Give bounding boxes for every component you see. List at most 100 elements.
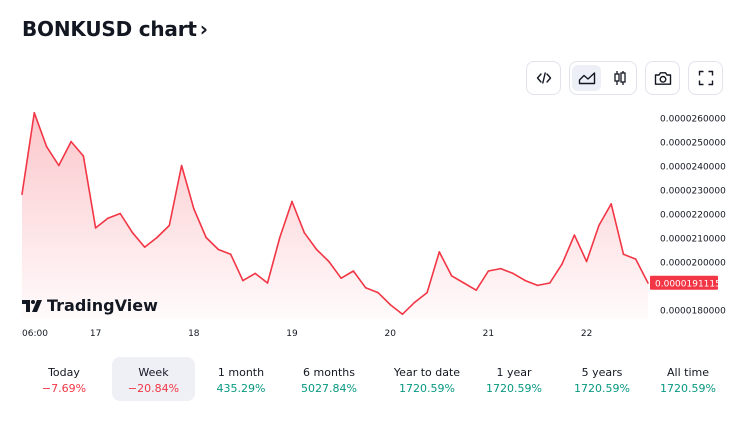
period-1-month[interactable]: 1 month 435.29% xyxy=(203,357,279,401)
candlestick-chart-icon xyxy=(613,71,626,85)
price-point xyxy=(475,289,478,291)
period-change: −20.84% xyxy=(127,382,180,395)
price-point xyxy=(33,112,36,114)
x-axis-tick-label: 21 xyxy=(483,329,494,339)
period-week[interactable]: Week −20.84% xyxy=(112,357,195,401)
camera-icon xyxy=(654,71,671,85)
period-label: Today xyxy=(48,366,80,379)
y-axis-tick-label: 0.0000200000 xyxy=(660,259,726,269)
page-title-text: BONKUSD chart xyxy=(22,17,197,41)
price-point xyxy=(561,263,563,265)
period-change: −7.69% xyxy=(41,382,87,395)
price-point xyxy=(107,217,109,220)
price-point xyxy=(610,203,612,205)
y-axis-tick-label: 0.0000240000 xyxy=(660,163,726,173)
price-point xyxy=(340,277,342,279)
snapshot-button[interactable] xyxy=(648,65,677,91)
price-point xyxy=(229,253,232,256)
price-point xyxy=(266,282,269,284)
last-price-label: 0.0000191115 xyxy=(655,279,721,289)
price-point xyxy=(414,301,416,303)
period-label: All time xyxy=(667,366,709,379)
period-selector: Today −7.69% Week −20.84% 1 month 435.29… xyxy=(22,357,728,401)
period-change: 5027.84% xyxy=(301,382,357,395)
period-5-years[interactable]: 5 years 1720.59% xyxy=(562,357,642,401)
price-point xyxy=(573,234,576,236)
embed-code-button[interactable] xyxy=(529,65,558,91)
price-point xyxy=(401,313,404,315)
price-point xyxy=(217,248,220,251)
price-point xyxy=(58,164,60,167)
price-point xyxy=(70,140,72,143)
price-point xyxy=(193,207,195,210)
period-change: 1720.59% xyxy=(486,382,542,395)
y-axis-tick-label: 0.0000210000 xyxy=(660,235,726,245)
period-label: Week xyxy=(138,366,169,379)
y-axis-tick-label: 0.0000260000 xyxy=(660,115,726,125)
period-6-months[interactable]: 6 months 5027.84% xyxy=(289,357,369,401)
y-axis-tick-label: 0.0000230000 xyxy=(660,187,726,197)
tradingview-logo[interactable]: TradingView xyxy=(22,296,158,315)
price-point xyxy=(205,236,207,239)
fullscreen-icon xyxy=(698,70,713,86)
snapshot-group xyxy=(645,61,680,95)
price-area-fill xyxy=(22,112,648,319)
period-all-time[interactable]: All time 1720.59% xyxy=(648,357,728,401)
period-label: 6 months xyxy=(303,366,355,379)
period-label: 1 year xyxy=(496,366,532,379)
period-1-year[interactable]: 1 year 1720.59% xyxy=(474,357,554,401)
candlestick-chart-button[interactable] xyxy=(605,65,634,91)
price-point xyxy=(303,231,306,234)
price-point xyxy=(450,275,453,277)
area-chart-button[interactable] xyxy=(572,65,601,91)
price-point xyxy=(131,231,134,234)
price-point xyxy=(536,284,539,287)
price-point xyxy=(549,282,551,284)
x-axis-tick-label: 18 xyxy=(188,329,200,339)
price-point xyxy=(119,212,121,215)
price-point xyxy=(598,224,600,227)
x-axis-tick-label: 20 xyxy=(384,329,396,339)
price-point xyxy=(622,253,625,256)
y-axis-tick-label: 0.0000180000 xyxy=(660,306,726,316)
period-year-to-date[interactable]: Year to date 1720.59% xyxy=(377,357,477,401)
price-point xyxy=(82,155,85,157)
page-title[interactable]: BONKUSD chart › xyxy=(22,17,208,41)
price-point xyxy=(143,246,146,248)
price-point xyxy=(487,270,490,272)
last-price-badge xyxy=(650,275,718,290)
fullscreen-button[interactable] xyxy=(691,65,720,91)
price-point xyxy=(463,282,465,284)
area-chart-icon xyxy=(578,72,595,85)
fullscreen-group xyxy=(688,61,723,95)
y-axis-tick-label: 0.0000220000 xyxy=(660,211,726,221)
embed-code-icon xyxy=(536,72,551,84)
price-point xyxy=(291,200,293,203)
price-point xyxy=(512,272,514,275)
price-point xyxy=(426,291,428,294)
price-point xyxy=(389,303,392,306)
y-axis-tick-label: 0.0000250000 xyxy=(660,139,726,149)
x-axis-tick-label: 22 xyxy=(581,329,592,339)
chevron-right-icon: › xyxy=(199,17,208,41)
price-point xyxy=(352,270,355,272)
price-point xyxy=(180,164,183,167)
price-point xyxy=(377,291,379,294)
price-point xyxy=(279,236,281,239)
price-point xyxy=(254,272,256,275)
tradingview-logo-text: TradingView xyxy=(47,296,158,315)
price-point xyxy=(168,224,171,227)
period-change: 1720.59% xyxy=(399,382,455,395)
price-chart[interactable]: 0.0000260000 0.0000250000 0.0000240000 0.00… xyxy=(0,100,750,345)
price-point xyxy=(524,279,527,282)
price-point xyxy=(438,251,441,253)
price-point xyxy=(315,248,318,251)
price-point xyxy=(94,227,97,229)
period-today[interactable]: Today −7.69% xyxy=(22,357,106,401)
x-axis-tick-label: 19 xyxy=(286,329,298,339)
embed-button-group xyxy=(526,61,561,95)
tradingview-logo-icon xyxy=(22,299,42,312)
period-label: 5 years xyxy=(581,366,623,379)
period-change: 1720.59% xyxy=(574,382,630,395)
price-point xyxy=(156,236,158,239)
